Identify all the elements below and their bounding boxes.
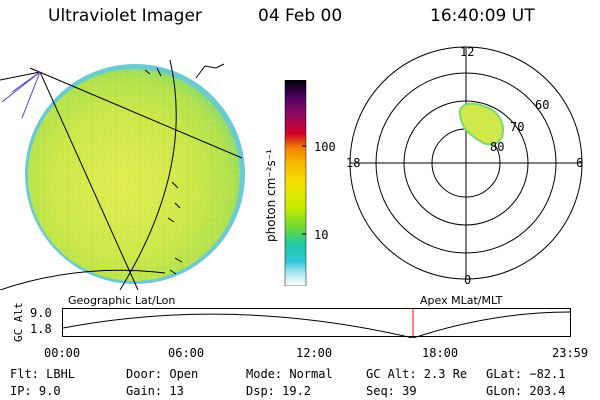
polar-plot — [349, 46, 583, 280]
info-gain: Gain: 13 — [126, 384, 184, 398]
mlt-12-label: 12 — [460, 45, 475, 59]
instrument-title: Ultraviolet Imager — [48, 6, 202, 26]
timeline-xtick-2359: 23:59 — [552, 346, 589, 360]
mlt-0-label: 0 — [464, 273, 472, 287]
earth-disk — [0, 59, 245, 290]
info-mode: Mode: Normal — [246, 367, 333, 381]
colorbar-tick-10: 10 — [314, 228, 329, 242]
colorbar-label: photon cm⁻²s⁻¹ — [264, 149, 278, 242]
timeline-left-header: Geographic Lat/Lon — [68, 294, 176, 307]
time-label: 16:40:09 UT — [430, 6, 535, 26]
mlt-18-label: 18 — [346, 156, 361, 170]
info-door: Door: Open — [126, 367, 199, 381]
timeline-plot — [62, 308, 571, 338]
timeline-xtick-0000: 00:00 — [44, 346, 81, 360]
ring-label-80: 80 — [490, 140, 505, 154]
timeline-y-label: GC Alt — [12, 302, 25, 342]
info-filter: Flt: LBHL — [10, 367, 76, 381]
timeline-xtick-1200: 12:00 — [296, 346, 333, 360]
timeline-right-header: Apex MLat/MLT — [420, 294, 503, 307]
info-dsp: Dsp: 19.2 — [246, 384, 312, 398]
timeline-ytick-9: 9.0 — [30, 306, 52, 320]
timeline-xtick-0600: 06:00 — [168, 346, 205, 360]
info-ip: IP: 9.0 — [10, 384, 61, 398]
date-label: 04 Feb 00 — [258, 6, 343, 26]
info-seq: Seq: 39 — [366, 384, 417, 398]
info-glon: GLon: 203.4 — [486, 384, 566, 398]
colorbar-tick-100: 100 — [314, 140, 336, 154]
earth-image — [0, 59, 245, 290]
ring-label-60: 60 — [535, 98, 550, 112]
colorbar — [284, 80, 307, 286]
info-gc-alt: GC Alt: 2.3 Re — [366, 367, 468, 381]
altitude-curve — [62, 311, 571, 338]
info-glat: GLat: −82.1 — [486, 367, 566, 381]
timeline-ytick-1_8: 1.8 — [30, 322, 52, 336]
ring-label-70: 70 — [510, 120, 525, 134]
timeline-xtick-1800: 18:00 — [422, 346, 459, 360]
mlt-6-label: 6 — [576, 156, 584, 170]
auroral-oval — [458, 102, 504, 146]
